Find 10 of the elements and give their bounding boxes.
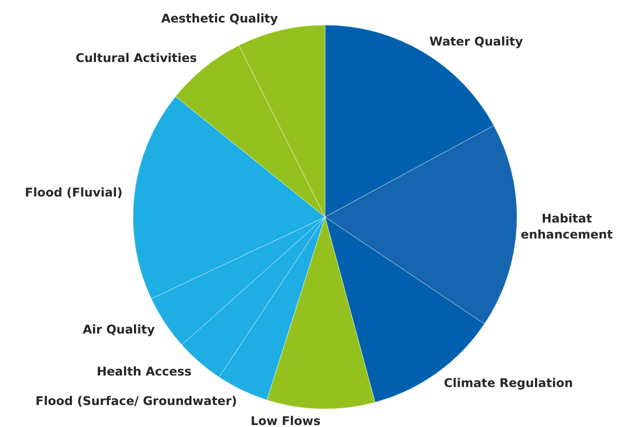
slice-label: Air Quality: [82, 322, 156, 337]
slice-label: Aesthetic Quality: [161, 11, 278, 26]
slice-label: Flood (Fluvial): [24, 186, 122, 200]
slice-label: Water Quality: [429, 34, 524, 49]
slice-label: Habitat enhancement: [520, 212, 614, 242]
slice-label: Cultural Activities: [76, 51, 197, 66]
slice-label: Flood (Surface/ Groundwater): [36, 394, 237, 408]
slice-label: Health Access: [96, 364, 192, 378]
slice-label: Low Flows: [250, 414, 321, 427]
slice-label: Climate Regulation: [444, 376, 573, 390]
